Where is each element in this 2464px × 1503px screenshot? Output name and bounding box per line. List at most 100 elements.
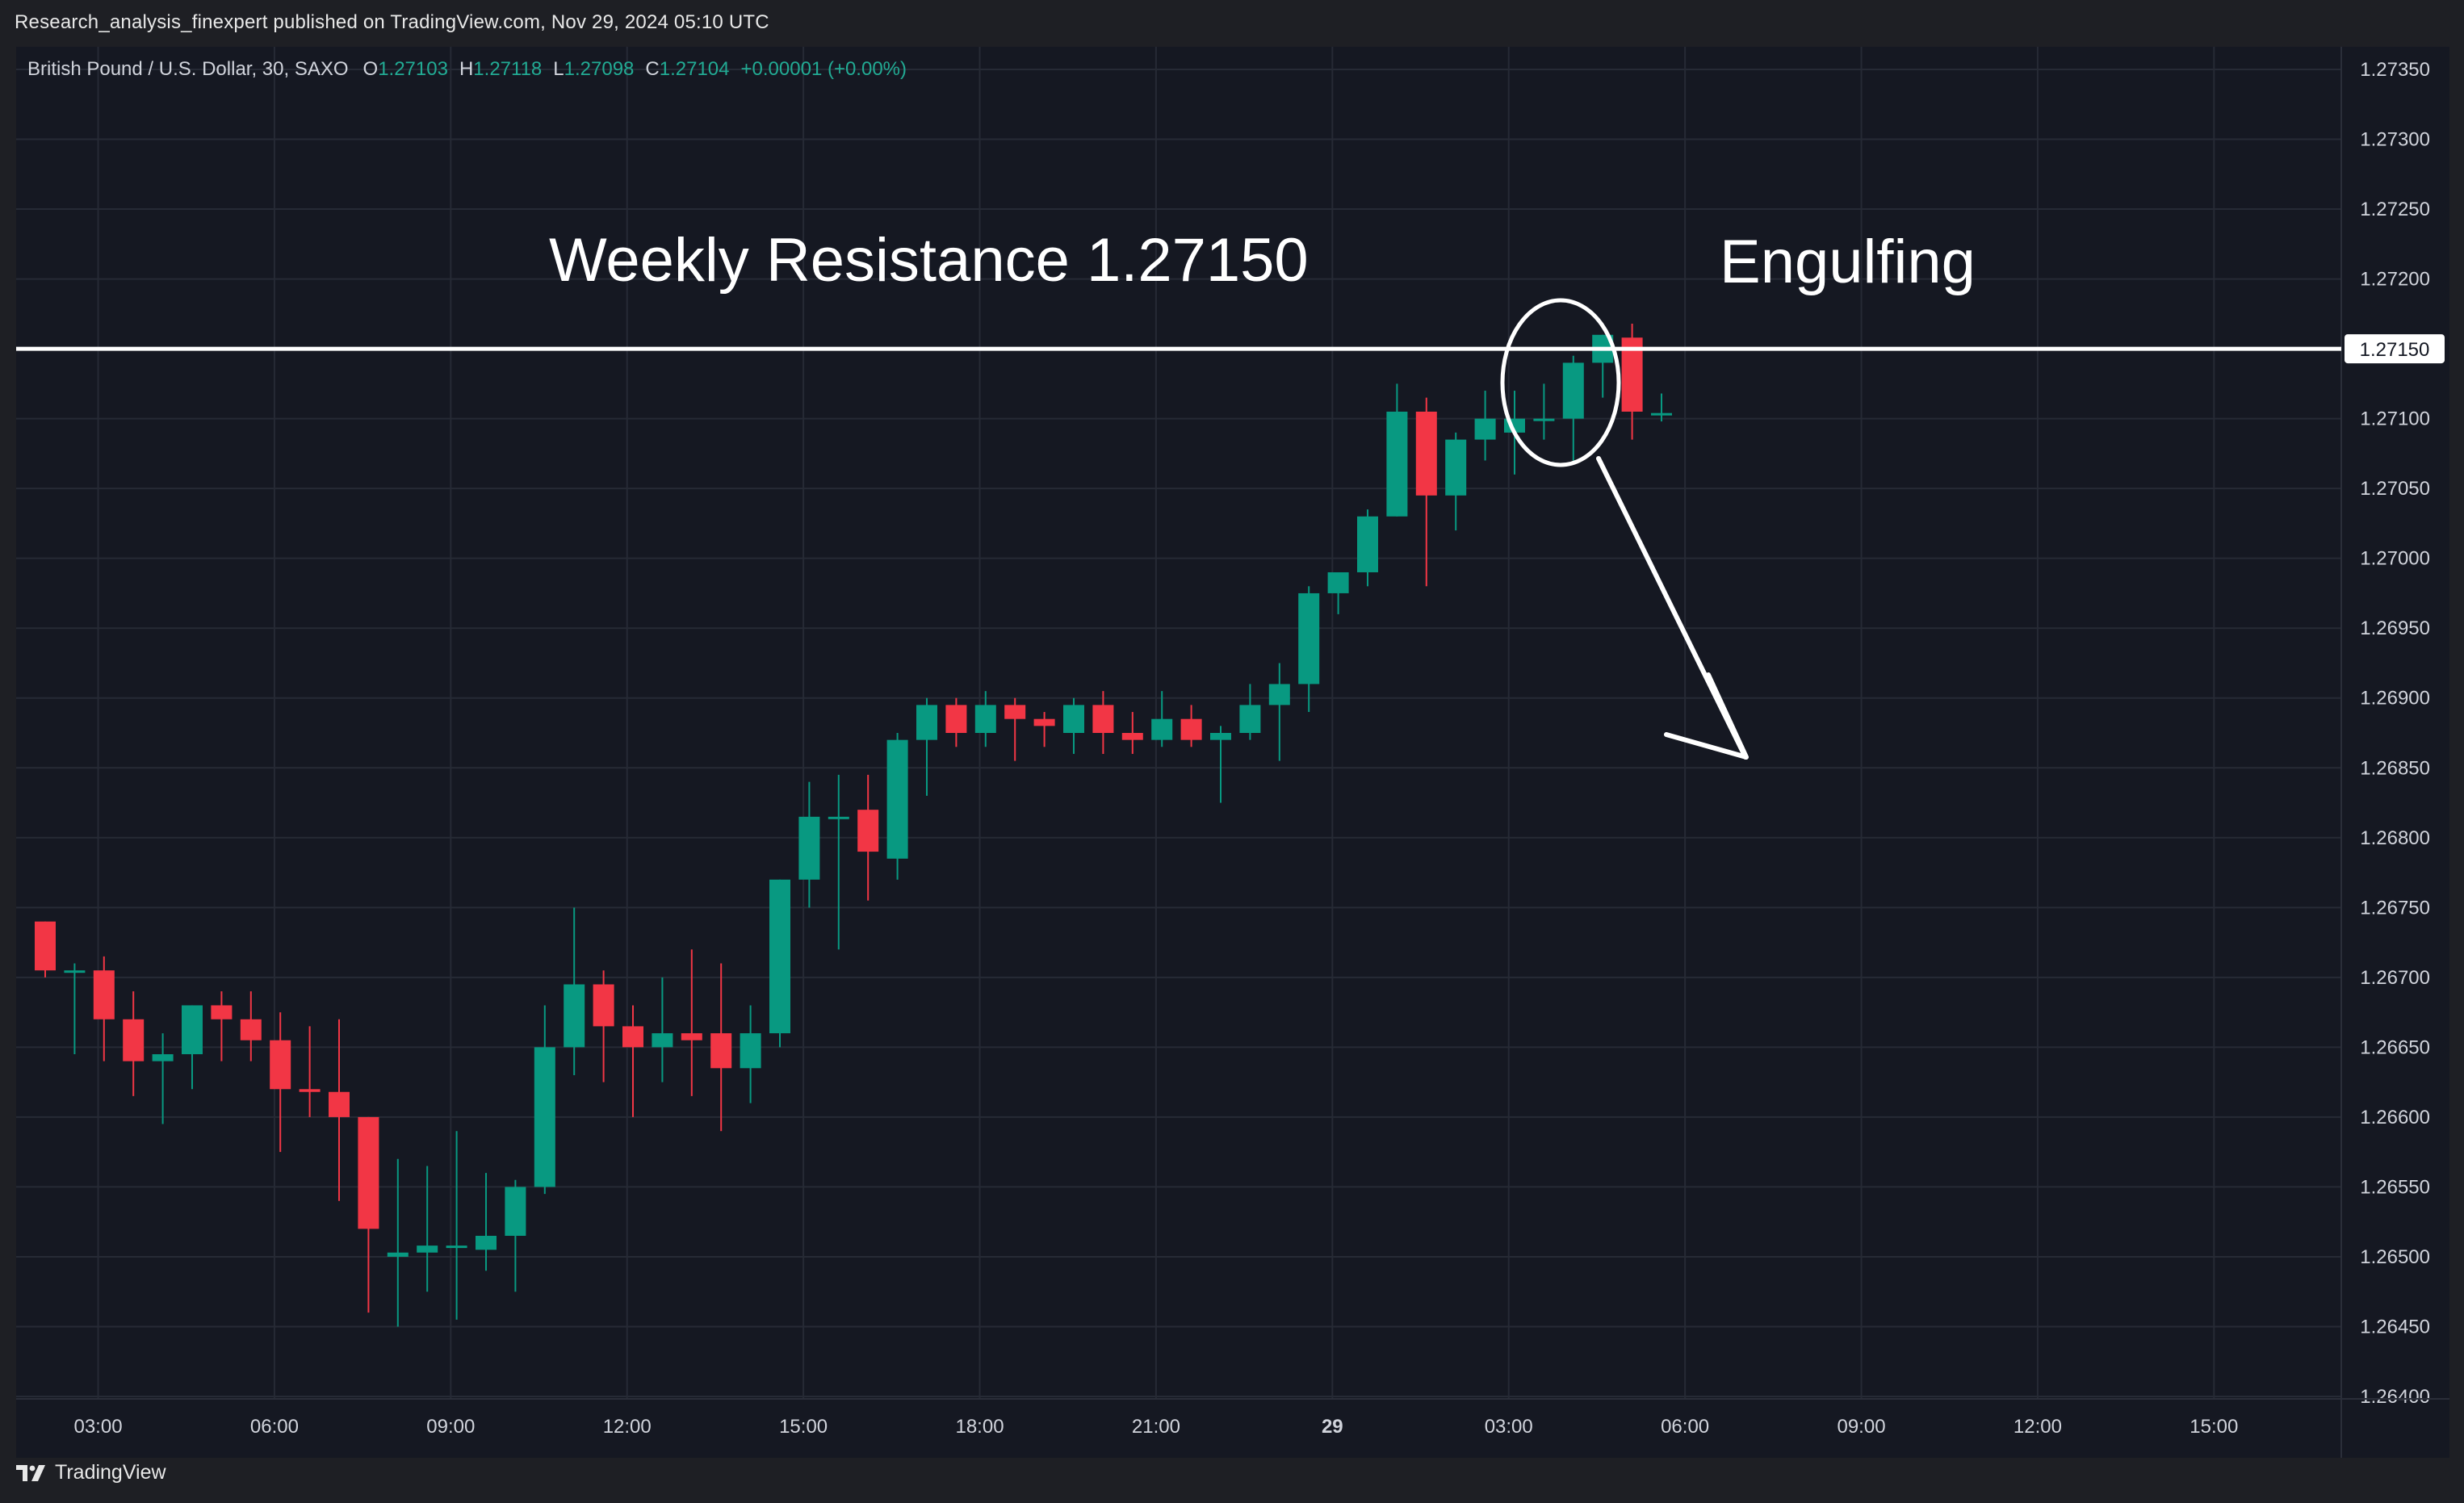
x-tick-label: 03:00 xyxy=(73,1416,122,1438)
candle-body xyxy=(417,1246,438,1253)
candle-body xyxy=(828,816,849,819)
y-tick-label: 1.26650 xyxy=(2360,1036,2430,1058)
candlestick-chart[interactable]: 1.27350 1.27300 1.27250 1.27200 1.27150 1.271… xyxy=(16,47,2449,1458)
candle-body xyxy=(564,984,585,1048)
candle-body xyxy=(945,705,967,733)
candle-body xyxy=(35,921,56,971)
x-tick-label: 06:00 xyxy=(250,1416,299,1438)
annotation-weekly-resistance: Weekly Resistance 1.27150 xyxy=(549,226,1309,295)
ohlc-legend: British Pound / U.S. Dollar, 30, SAXO O1.… xyxy=(27,58,918,81)
candle-body xyxy=(1415,411,1437,496)
x-tick-label: 12:00 xyxy=(603,1416,652,1438)
candle-body xyxy=(798,816,820,880)
y-tick-label: 1.26950 xyxy=(2360,618,2430,639)
x-tick-label: 09:00 xyxy=(426,1416,475,1438)
y-tick-label: 1.26800 xyxy=(2360,827,2430,849)
candle-body xyxy=(710,1033,732,1069)
candle-body xyxy=(505,1187,526,1236)
candle-body xyxy=(1004,705,1026,719)
symbol-label[interactable]: British Pound / U.S. Dollar, 30, SAXO xyxy=(27,58,349,80)
x-tick-label: 09:00 xyxy=(1837,1416,1885,1438)
high-value: 1.27118 xyxy=(473,58,543,80)
close-value: 1.27104 xyxy=(659,58,730,80)
arrow-head xyxy=(1664,672,1749,760)
y-tick-label: 1.26750 xyxy=(2360,897,2430,919)
engulfing-circle xyxy=(1500,298,1621,467)
candle-body xyxy=(1239,705,1261,733)
y-tick-label: 1.26450 xyxy=(2360,1316,2430,1338)
open-label: O xyxy=(362,58,379,80)
candle-body xyxy=(1180,718,1202,740)
y-tick-label: 1.26700 xyxy=(2360,967,2430,989)
candle-body xyxy=(534,1047,555,1187)
y-tick-label: 1.27250 xyxy=(2360,199,2430,220)
open-value: 1.27103 xyxy=(378,58,448,80)
y-tick-label: 1.26850 xyxy=(2360,757,2430,779)
x-tick-label: 15:00 xyxy=(779,1416,828,1438)
resistance-price-tag xyxy=(2345,334,2445,364)
candle-body xyxy=(1151,718,1173,740)
candle-body xyxy=(1445,439,1467,496)
candle-body xyxy=(974,705,996,733)
candle-body xyxy=(1092,705,1114,733)
candle-body xyxy=(1268,684,1290,705)
candle-body xyxy=(387,1252,409,1257)
candle-body xyxy=(1357,516,1378,572)
candle-body xyxy=(769,879,790,1034)
y-tick-label: 1.26900 xyxy=(2360,688,2430,710)
y-tick-label: 1.27200 xyxy=(2360,269,2430,291)
candle-body xyxy=(593,984,614,1027)
candle-body xyxy=(240,1019,262,1040)
candle-body xyxy=(1651,412,1672,416)
low-label: L xyxy=(553,58,564,80)
candle-body xyxy=(1533,418,1555,421)
candle-body xyxy=(857,810,879,852)
x-tick-label: 15:00 xyxy=(2190,1416,2238,1438)
candle-body xyxy=(1386,411,1408,517)
tradingview-logo-icon[interactable] xyxy=(15,1463,47,1484)
x-tick-label: 06:00 xyxy=(1661,1416,1709,1438)
candle-body xyxy=(1474,418,1496,440)
resistance-price-label: 1.27150 xyxy=(2360,339,2430,361)
y-tick-label: 1.27350 xyxy=(2360,59,2430,81)
y-tick-label: 1.26500 xyxy=(2360,1246,2430,1268)
tradingview-brand[interactable]: TradingView xyxy=(55,1461,166,1484)
candle-body xyxy=(299,1089,321,1092)
low-value: 1.27098 xyxy=(564,58,635,80)
candle-body xyxy=(652,1033,673,1048)
candle-body xyxy=(1562,362,1584,419)
y-tick-label: 1.27100 xyxy=(2360,408,2430,430)
high-label: H xyxy=(459,58,474,80)
y-tick-label: 1.27000 xyxy=(2360,548,2430,570)
candle-body xyxy=(270,1040,291,1090)
candle-body xyxy=(886,739,908,859)
candle-body xyxy=(681,1033,702,1040)
y-tick-label: 1.26600 xyxy=(2360,1107,2430,1128)
footer: TradingView xyxy=(15,1461,166,1484)
candle-body xyxy=(123,1019,145,1061)
x-tick-label: 21:00 xyxy=(1132,1416,1180,1438)
candle-body xyxy=(1298,592,1320,685)
x-tick-label: 29 xyxy=(1322,1416,1343,1438)
candle-body xyxy=(64,970,86,973)
candle-body xyxy=(1327,571,1349,593)
candle-body xyxy=(740,1033,761,1069)
chart-pane[interactable]: 1.27350 1.27300 1.27250 1.27200 1.27150 1.271… xyxy=(16,47,2449,1458)
candle-body xyxy=(622,1026,643,1048)
candle-body xyxy=(211,1005,233,1019)
candle-body xyxy=(446,1246,467,1249)
candle-body xyxy=(1121,733,1143,740)
candle-body xyxy=(93,970,115,1019)
x-tick-label: 18:00 xyxy=(955,1416,1004,1438)
plot-area xyxy=(16,47,2341,1399)
candle-body xyxy=(1063,705,1084,733)
x-tick-label: 03:00 xyxy=(1485,1416,1533,1438)
candle-body xyxy=(182,1005,203,1055)
candle-body xyxy=(329,1091,350,1117)
candle-body xyxy=(1033,718,1055,726)
candle-body xyxy=(1210,733,1231,740)
change-value: +0.00001 (+0.00%) xyxy=(740,58,907,80)
candle-body xyxy=(476,1235,497,1250)
annotation-engulfing: Engulfing xyxy=(1720,228,1976,296)
candle-body xyxy=(152,1054,174,1061)
